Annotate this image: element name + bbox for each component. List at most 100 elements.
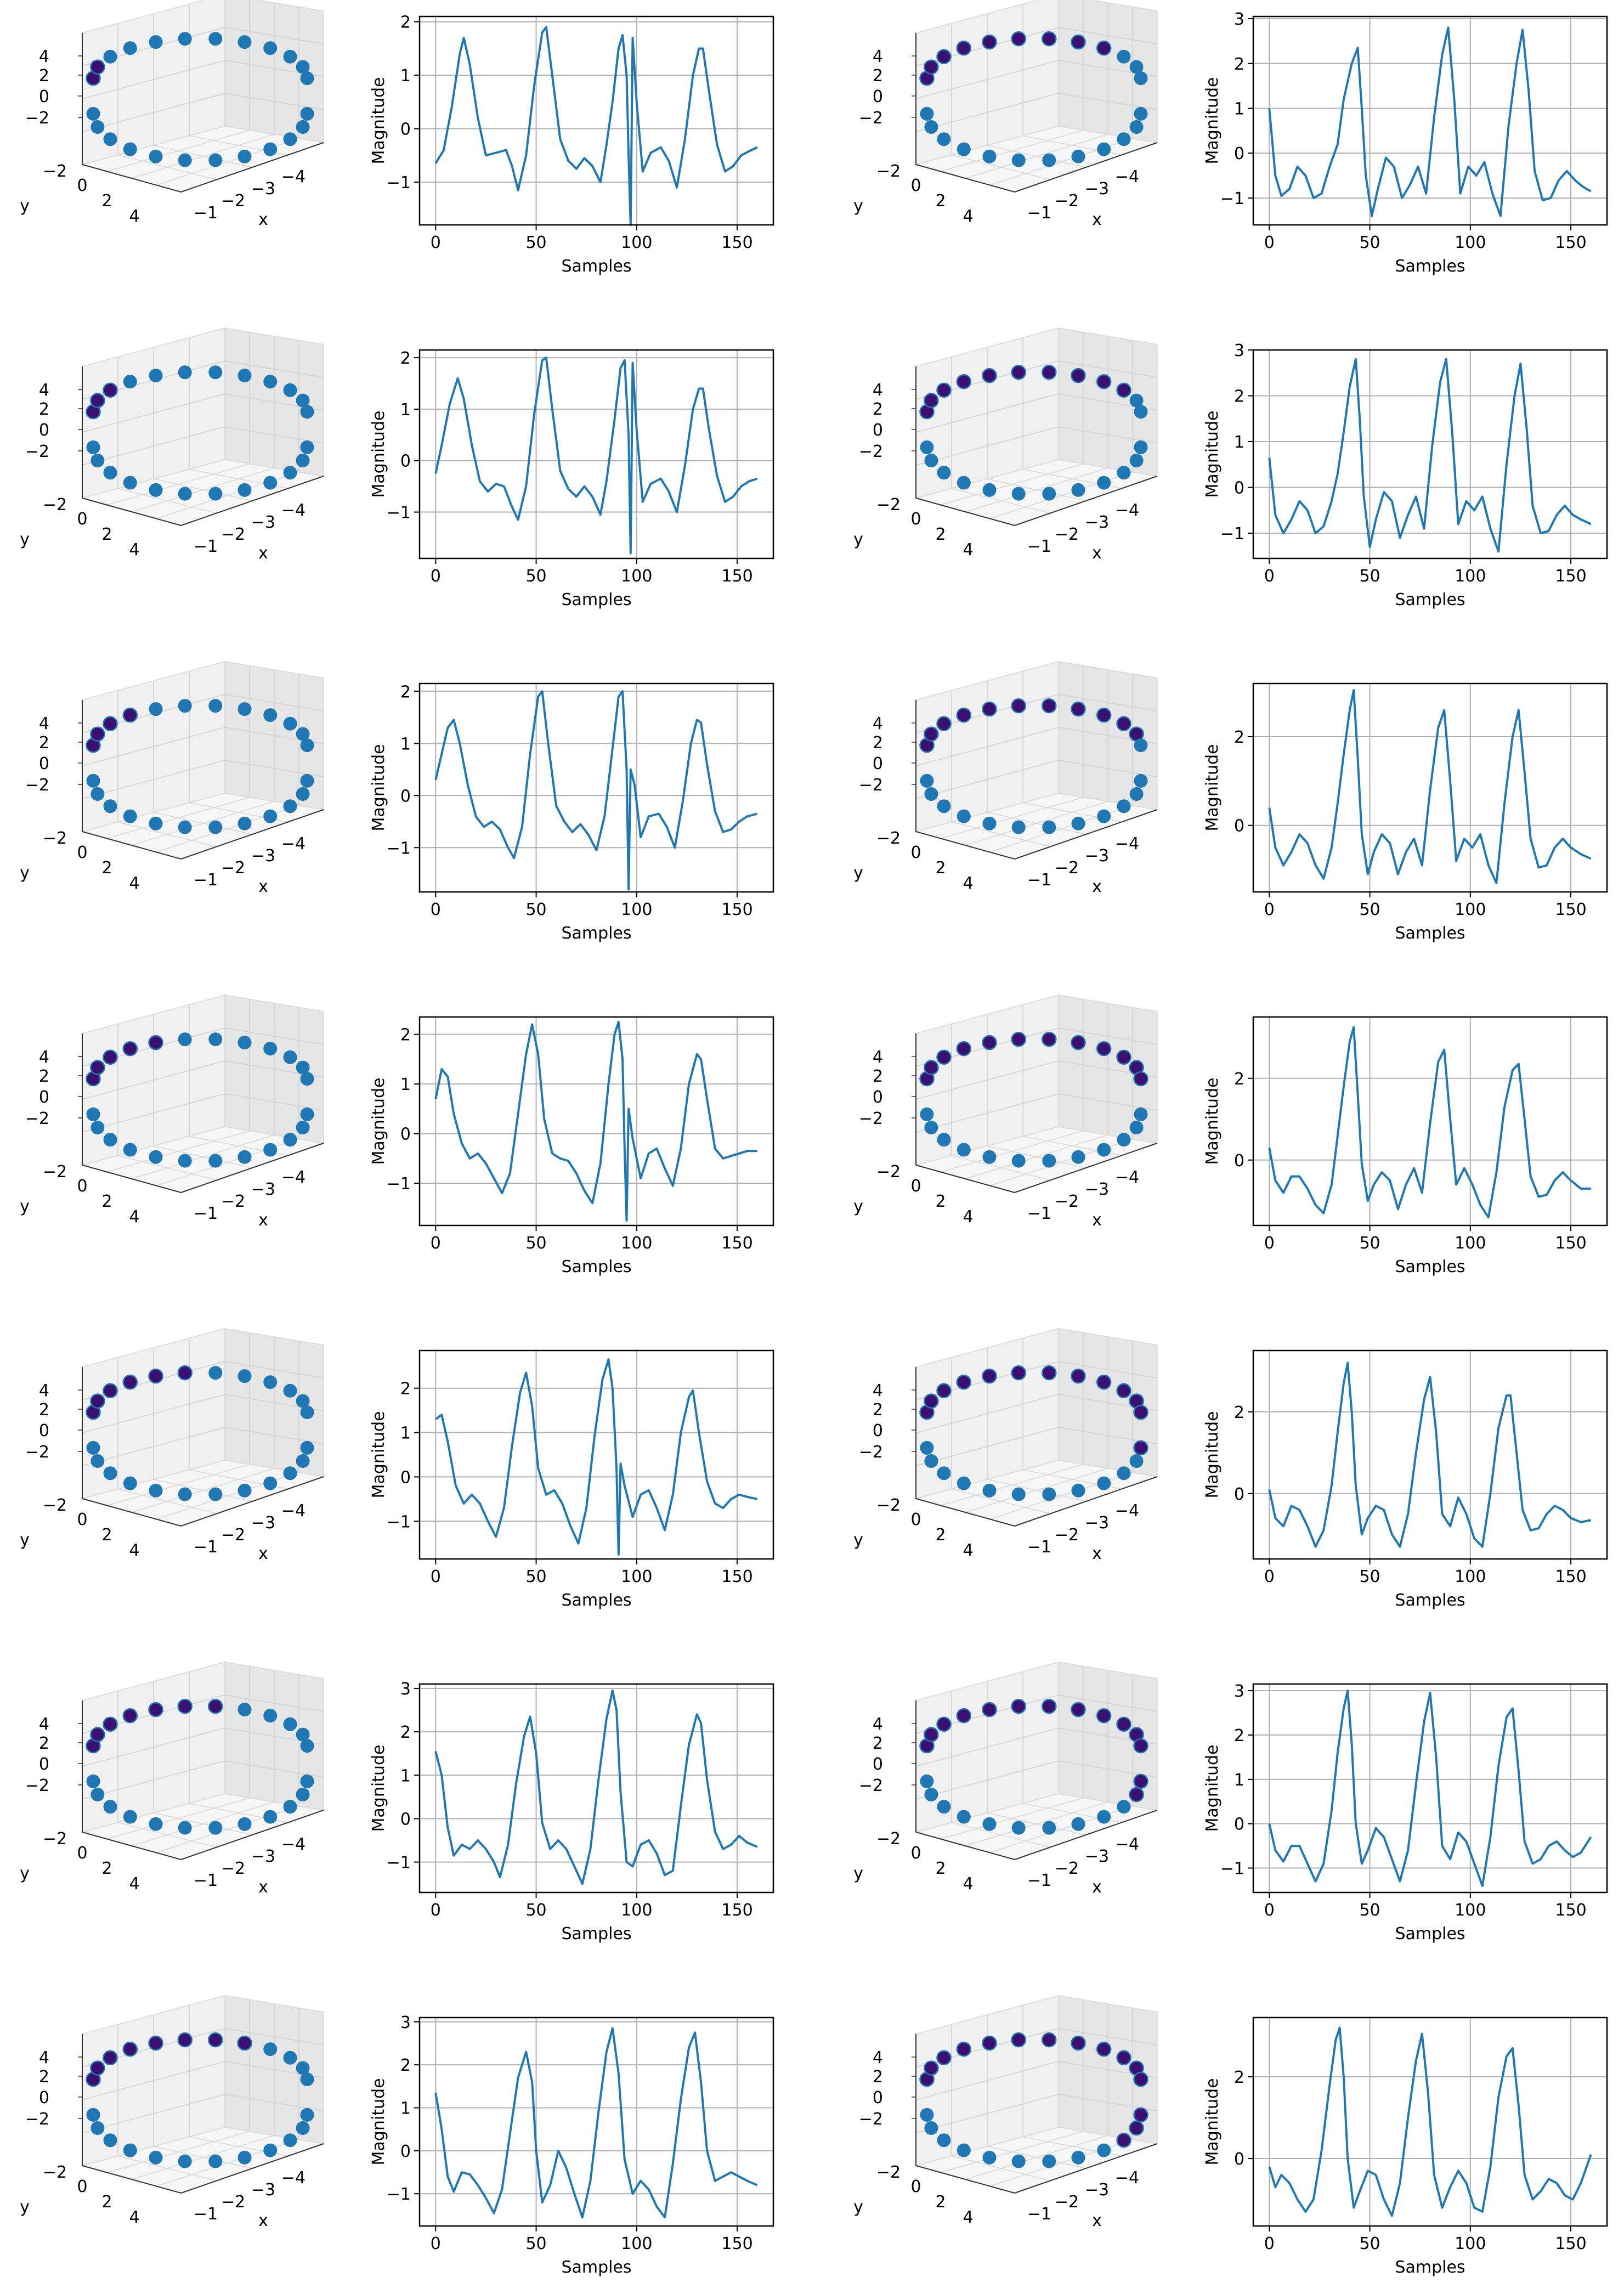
scatter-point bbox=[283, 2050, 297, 2065]
plot-frame bbox=[1252, 1016, 1608, 1227]
scatter-point bbox=[956, 1374, 972, 1390]
y-tick-label: 2 bbox=[1234, 728, 1244, 747]
x-tick-label: 0 bbox=[431, 1901, 441, 1920]
x-tick-label: 50 bbox=[1359, 2234, 1380, 2253]
scatter-point bbox=[1097, 1476, 1111, 1490]
y-tick-label: 0 bbox=[77, 510, 87, 529]
scatter-point bbox=[1129, 2120, 1144, 2136]
z-tick-label: 0 bbox=[873, 1755, 883, 1774]
scatter-point bbox=[208, 1366, 223, 1380]
scatter-point bbox=[982, 2150, 997, 2165]
scatter-point bbox=[237, 702, 252, 716]
scatter-point bbox=[300, 1774, 314, 1788]
scatter-point bbox=[1097, 1143, 1111, 1157]
y-tick-label: 2 bbox=[101, 1192, 112, 1211]
z-tick-label: 0 bbox=[873, 421, 883, 440]
y-tick-label: 1 bbox=[400, 66, 411, 86]
scatter-point bbox=[936, 716, 952, 732]
scatter-point bbox=[296, 727, 310, 741]
scatter-point bbox=[1134, 1107, 1148, 1121]
scatter-point bbox=[1097, 2143, 1111, 2157]
scatter-point bbox=[1133, 1773, 1148, 1789]
scatter-point bbox=[1117, 49, 1131, 64]
scatter-point bbox=[924, 1393, 939, 1409]
y-tick-label: 2 bbox=[935, 858, 946, 878]
series-line bbox=[434, 1021, 757, 1222]
grid-line bbox=[1058, 27, 1158, 44]
scatter-point bbox=[177, 2032, 193, 2048]
y-axis-label: Magnitude bbox=[369, 77, 388, 165]
scatter-point bbox=[122, 1374, 138, 1390]
y-axis-line bbox=[82, 1498, 182, 1527]
z-tick-label: 2 bbox=[873, 1734, 883, 1753]
x-tick-label: 0 bbox=[431, 1567, 441, 1586]
scatter-point bbox=[1116, 1716, 1131, 1732]
x-tick-label: −3 bbox=[1085, 846, 1109, 866]
scatter-point bbox=[1129, 393, 1144, 408]
scatter-point bbox=[178, 487, 192, 501]
grid-line bbox=[153, 2146, 253, 2169]
y-tick-label: 2 bbox=[1234, 1726, 1244, 1745]
scatter-point bbox=[296, 1454, 310, 1468]
scatter-point bbox=[1011, 1821, 1026, 1835]
y-axis-label: y bbox=[853, 530, 863, 549]
x-tick-label: −4 bbox=[1115, 1501, 1139, 1521]
scatter-point bbox=[1134, 405, 1148, 419]
scatter-point bbox=[208, 153, 223, 167]
x-axis-line bbox=[180, 1810, 324, 1860]
x-tick-label: −1 bbox=[194, 871, 218, 890]
x-axis-label: Samples bbox=[561, 590, 631, 609]
x-tick-label: −4 bbox=[281, 501, 305, 520]
x-axis-label: x bbox=[1092, 544, 1102, 563]
x-axis-line bbox=[180, 1476, 324, 1527]
x-axis-label: Samples bbox=[1395, 257, 1465, 276]
series-line bbox=[435, 1358, 758, 1556]
scatter-point bbox=[296, 120, 310, 134]
scatter-point bbox=[920, 106, 934, 121]
scatter-point bbox=[1071, 1483, 1085, 1498]
grid-line bbox=[224, 694, 324, 711]
x-tick-label: 50 bbox=[525, 2234, 546, 2253]
line-chart-r3c2: 0 50 100 150 −1 0 1 2 Samples Magnitude bbox=[369, 682, 774, 943]
scatter-point bbox=[982, 1817, 997, 1831]
x-tick-label: −1 bbox=[1027, 1871, 1051, 1890]
z-tick-label: 2 bbox=[39, 1067, 49, 1086]
z-tick-label: 2 bbox=[39, 1734, 49, 1753]
y-tick-label: 3 bbox=[1234, 10, 1244, 29]
line-chart-r1c4: 0 50 100 150 −1 0 1 2 3 Samples Magnitude bbox=[1203, 10, 1608, 276]
scatter-point bbox=[148, 2035, 163, 2051]
scatter-point bbox=[924, 1727, 939, 1742]
x-axis-label: x bbox=[258, 2211, 268, 2230]
x-axis-label: Samples bbox=[1395, 1591, 1465, 1610]
z-tick-label: −2 bbox=[859, 776, 883, 795]
x-axis-label: x bbox=[258, 544, 268, 563]
x-axis-line bbox=[180, 809, 324, 860]
x-tick-label: 100 bbox=[1455, 1901, 1486, 1920]
scatter-point bbox=[263, 1476, 278, 1490]
scatter-point bbox=[1129, 1787, 1144, 1803]
grid-line bbox=[153, 1145, 253, 1168]
scatter-point bbox=[1011, 1154, 1026, 1168]
series-line bbox=[1268, 26, 1592, 217]
z-tick-label: 4 bbox=[39, 47, 49, 66]
x-tick-label: 0 bbox=[1264, 1567, 1275, 1586]
x-tick-label: 100 bbox=[621, 1234, 652, 1253]
y-tick-label: 0 bbox=[910, 176, 921, 195]
scatter-point bbox=[1071, 1702, 1086, 1717]
y-tick-label: 2 bbox=[1234, 1070, 1244, 1089]
scatter-point bbox=[300, 405, 314, 419]
scatter-point bbox=[1096, 707, 1112, 723]
series-line bbox=[1268, 1361, 1592, 1548]
x-axis-label: x bbox=[258, 1211, 268, 1230]
scatter-point bbox=[1042, 1365, 1057, 1381]
x-tick-label: 50 bbox=[1359, 900, 1380, 919]
scatter-point bbox=[296, 454, 310, 467]
x-tick-label: −2 bbox=[221, 2193, 245, 2212]
y-tick-label: 2 bbox=[101, 858, 112, 878]
y-tick-label: 1 bbox=[400, 1766, 411, 1786]
scatter-point bbox=[924, 1121, 938, 1134]
grid-line bbox=[153, 1812, 253, 1835]
y-tick-label: −1 bbox=[387, 1854, 411, 1873]
